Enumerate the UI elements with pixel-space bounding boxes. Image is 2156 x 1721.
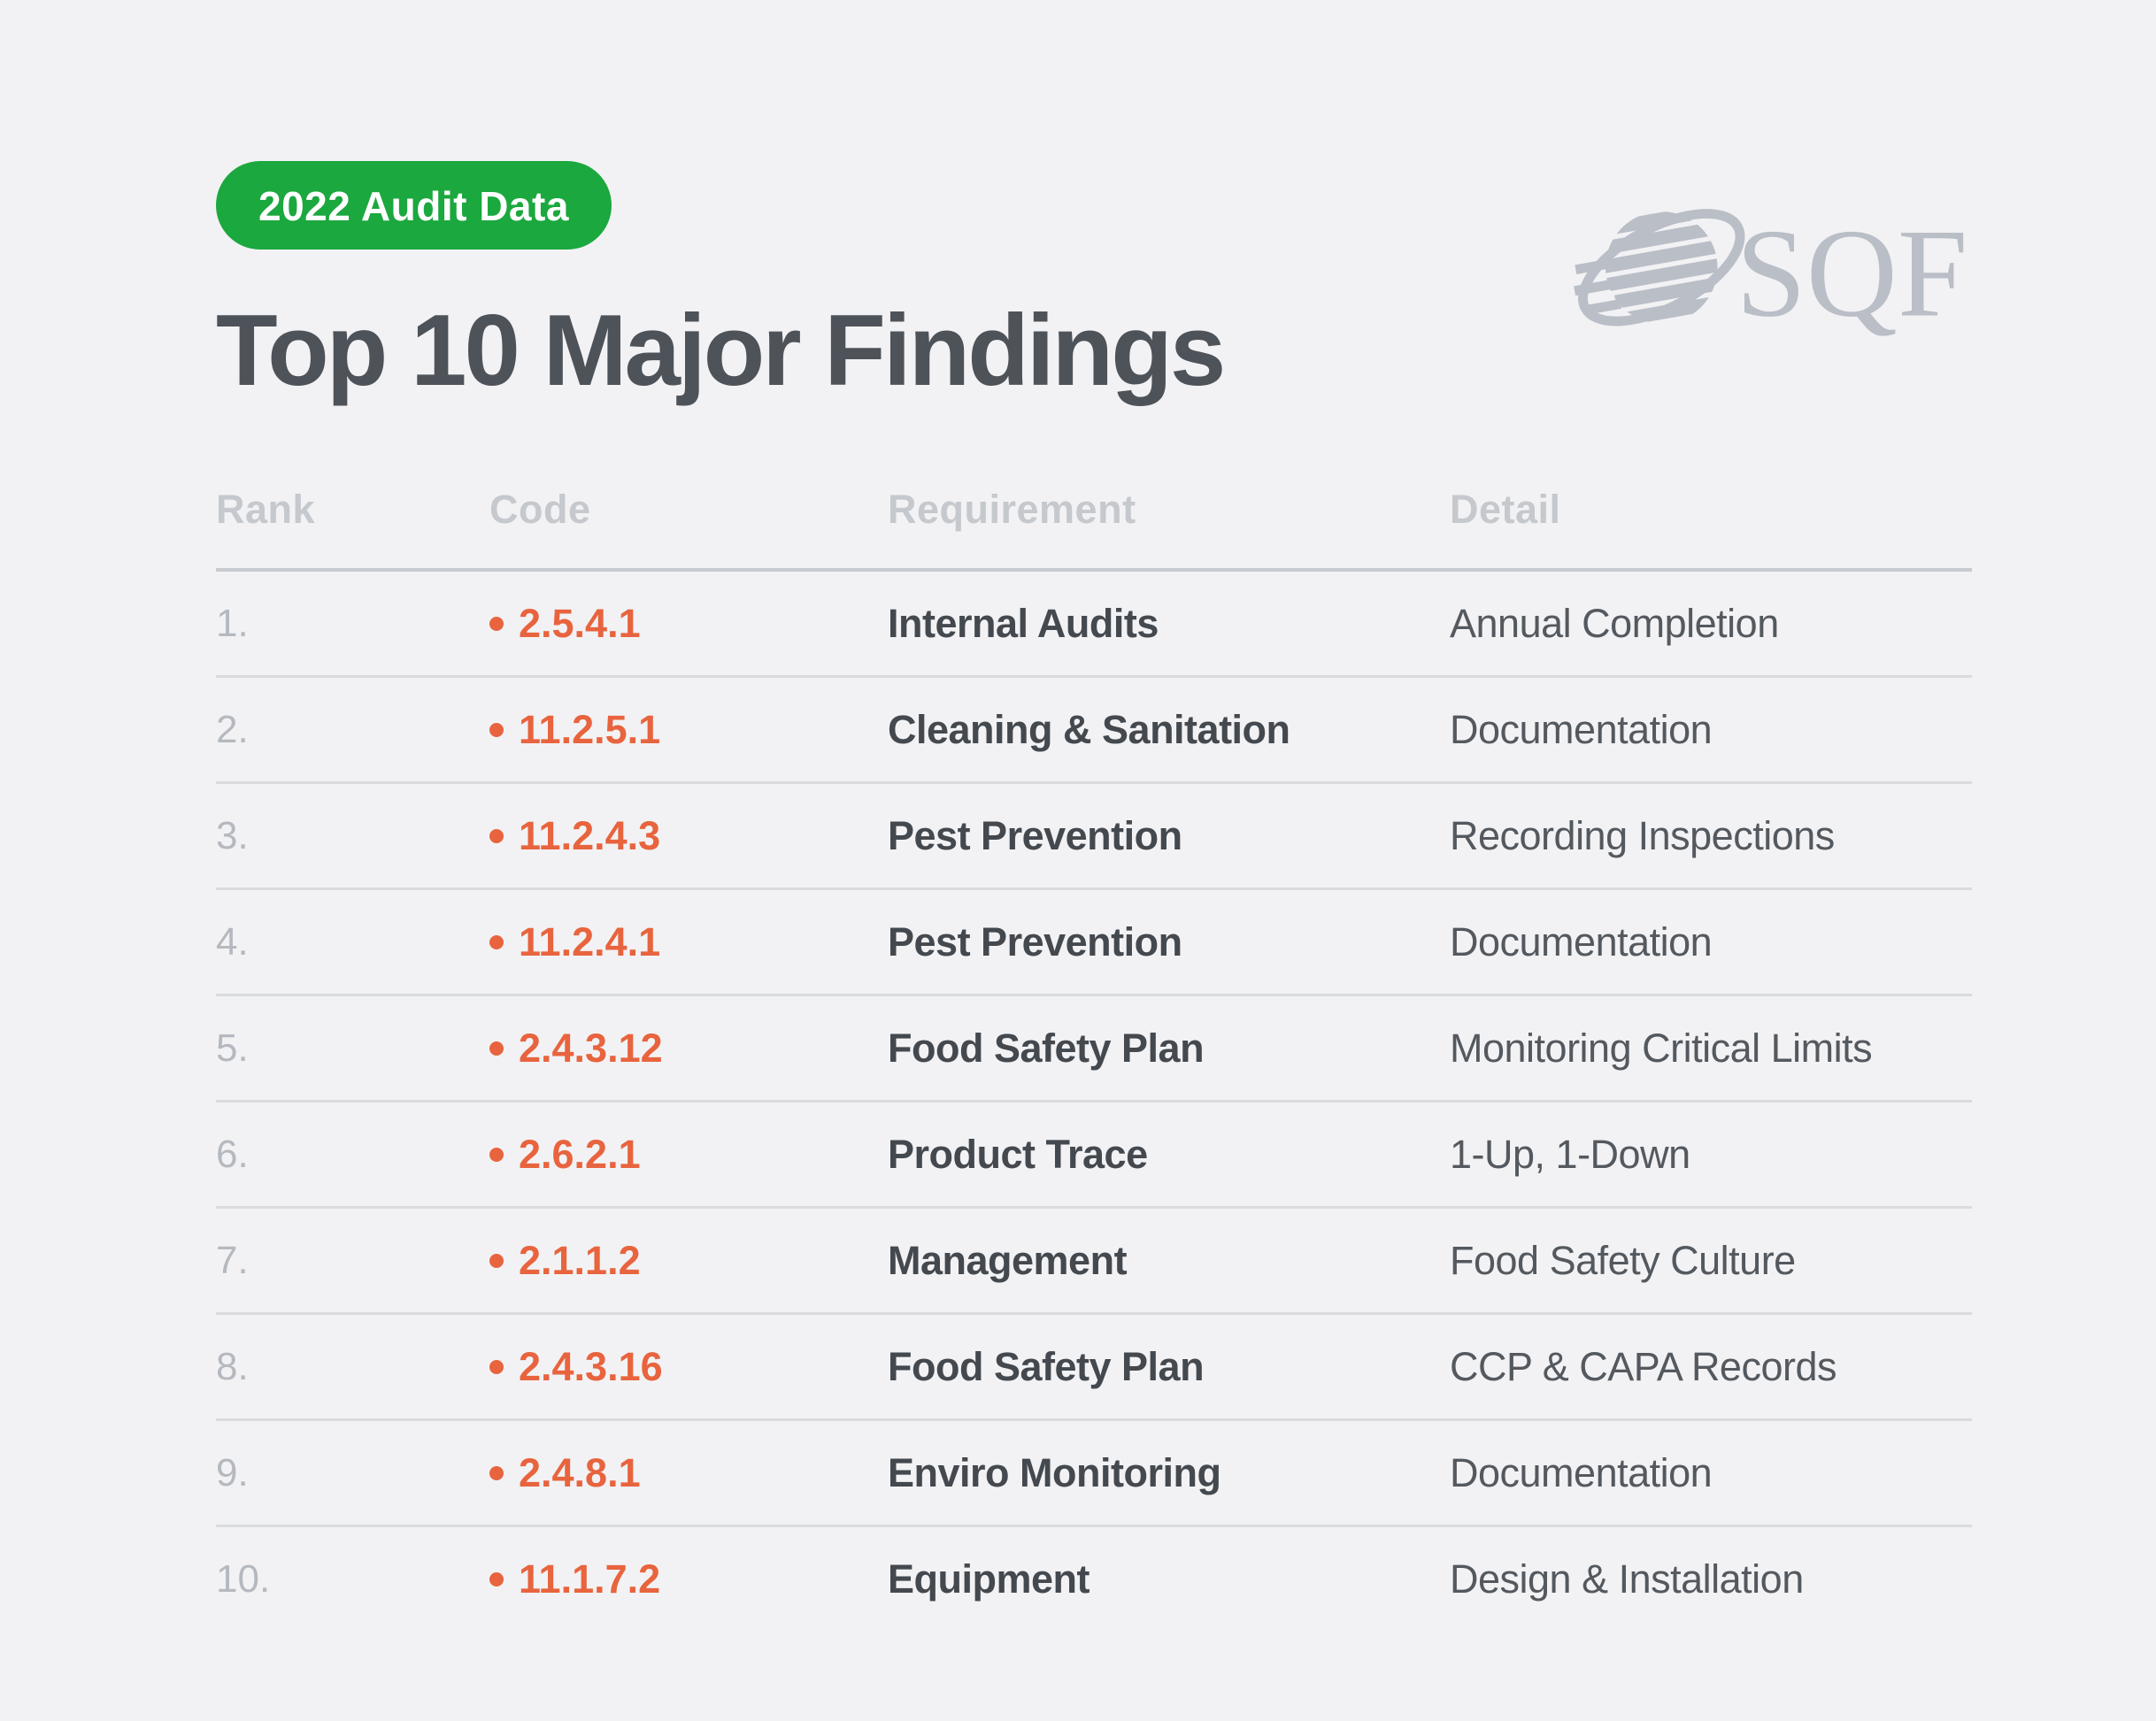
- requirement-cell: Pest Prevention: [888, 918, 1182, 964]
- column-header-requirement: Requirement: [888, 487, 1136, 532]
- bullet-dot-icon: [489, 1253, 504, 1268]
- code-value: 11.2.4.1: [519, 918, 661, 964]
- table-row: 9. 2.4.8.1 Enviro Monitoring Documentati…: [216, 1421, 1972, 1527]
- rank-cell: 5.: [216, 1026, 249, 1070]
- code-cell: 2.6.2.1: [489, 1132, 888, 1178]
- table-row: 8. 2.4.3.16 Food Safety Plan CCP & CAPA …: [216, 1315, 1972, 1421]
- code-value: 2.4.3.12: [519, 1025, 663, 1071]
- column-header-detail: Detail: [1450, 487, 1561, 532]
- code-value: 2.4.8.1: [519, 1449, 641, 1495]
- rank-cell: 2.: [216, 707, 249, 751]
- rank-cell: 10.: [216, 1556, 271, 1601]
- requirement-cell: Cleaning & Sanitation: [888, 706, 1290, 752]
- rank-cell: 9.: [216, 1450, 249, 1494]
- bullet-dot-icon: [489, 1041, 504, 1056]
- code-cell: 11.1.7.2: [489, 1556, 888, 1602]
- sqf-logo-graphic: SQF: [1574, 204, 1967, 343]
- code-value: 11.1.7.2: [519, 1556, 661, 1602]
- code-cell: 2.4.3.12: [489, 1026, 888, 1072]
- requirement-cell: Food Safety Plan: [888, 1343, 1205, 1389]
- table-row: 3. 11.2.4.3 Pest Prevention Recording In…: [216, 784, 1972, 890]
- orbit-ring-icon: [1578, 209, 1745, 327]
- rank-cell: 7.: [216, 1238, 249, 1282]
- detail-cell: Monitoring Critical Limits: [1450, 1025, 1873, 1071]
- code-cell: 11.2.5.1: [489, 707, 888, 753]
- detail-cell: Documentation: [1450, 1449, 1713, 1495]
- code-cell: 2.5.4.1: [489, 601, 888, 647]
- table-row: 2. 11.2.5.1 Cleaning & Sanitation Docume…: [216, 678, 1972, 784]
- bullet-dot-icon: [489, 1465, 504, 1480]
- bullet-dot-icon: [489, 1571, 504, 1587]
- code-value: 11.2.5.1: [519, 706, 661, 752]
- rank-cell: 4.: [216, 919, 249, 964]
- code-value: 2.6.2.1: [519, 1131, 641, 1177]
- table-row: 7. 2.1.1.2 Management Food Safety Cultur…: [216, 1209, 1972, 1315]
- rank-cell: 6.: [216, 1132, 249, 1176]
- table-row: 5. 2.4.3.12 Food Safety Plan Monitoring …: [216, 996, 1972, 1103]
- detail-cell: Design & Installation: [1450, 1556, 1804, 1602]
- content-area: 2022 Audit Data: [216, 161, 1972, 1631]
- requirement-cell: Food Safety Plan: [888, 1025, 1205, 1071]
- rank-cell: 3.: [216, 813, 249, 857]
- requirement-cell: Internal Audits: [888, 600, 1159, 646]
- requirement-cell: Enviro Monitoring: [888, 1449, 1221, 1495]
- bullet-dot-icon: [489, 828, 504, 843]
- code-cell: 2.4.8.1: [489, 1450, 888, 1496]
- code-value: 11.2.4.3: [519, 812, 661, 858]
- detail-cell: CCP & CAPA Records: [1450, 1343, 1837, 1389]
- bullet-dot-icon: [489, 1147, 504, 1162]
- column-header-rank: Rank: [216, 487, 316, 532]
- detail-cell: Food Safety Culture: [1450, 1237, 1796, 1283]
- rank-cell: 8.: [216, 1344, 249, 1388]
- sqf-logo-text: SQF: [1736, 204, 1967, 343]
- table-row: 4. 11.2.4.1 Pest Prevention Documentatio…: [216, 890, 1972, 996]
- bullet-dot-icon: [489, 722, 504, 737]
- audit-data-badge: 2022 Audit Data: [216, 161, 612, 250]
- code-value: 2.5.4.1: [519, 600, 641, 646]
- code-cell: 2.1.1.2: [489, 1238, 888, 1284]
- globe-icon: [1574, 204, 1745, 333]
- bullet-dot-icon: [489, 934, 504, 949]
- requirement-cell: Product Trace: [888, 1131, 1148, 1177]
- detail-cell: Annual Completion: [1450, 600, 1779, 646]
- detail-cell: 1-Up, 1-Down: [1450, 1131, 1690, 1177]
- column-header-code: Code: [489, 487, 591, 532]
- table-header-row: Rank Code Requirement Detail: [216, 487, 1972, 572]
- detail-cell: Recording Inspections: [1450, 812, 1835, 858]
- page-title: Top 10 Major Findings: [216, 295, 1226, 407]
- code-cell: 11.2.4.1: [489, 919, 888, 965]
- table-row: 6. 2.6.2.1 Product Trace 1-Up, 1-Down: [216, 1103, 1972, 1209]
- requirement-cell: Equipment: [888, 1556, 1090, 1602]
- detail-cell: Documentation: [1450, 918, 1713, 964]
- rank-cell: 1.: [216, 601, 249, 645]
- bullet-dot-icon: [489, 616, 504, 631]
- detail-cell: Documentation: [1450, 706, 1713, 752]
- sqf-logo: SQF: [1572, 179, 1972, 369]
- bullet-dot-icon: [489, 1359, 504, 1374]
- code-cell: 2.4.3.16: [489, 1344, 888, 1390]
- findings-table: Rank Code Requirement Detail 1. 2.5.4.1 …: [216, 487, 1972, 1631]
- requirement-cell: Pest Prevention: [888, 812, 1182, 858]
- table-row: 10. 11.1.7.2 Equipment Design & Installa…: [216, 1527, 1972, 1631]
- requirement-cell: Management: [888, 1237, 1128, 1283]
- table-row: 1. 2.5.4.1 Internal Audits Annual Comple…: [216, 572, 1972, 678]
- code-value: 2.4.3.16: [519, 1343, 663, 1389]
- code-cell: 11.2.4.3: [489, 813, 888, 859]
- code-value: 2.1.1.2: [519, 1237, 641, 1283]
